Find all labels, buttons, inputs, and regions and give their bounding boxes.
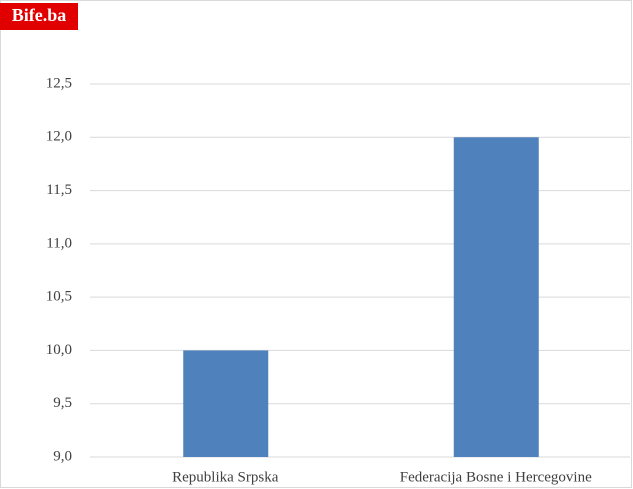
y-tick-label: 12,0	[46, 129, 72, 145]
logo: Bife.ba	[12, 5, 67, 25]
y-tick-label: 9,5	[53, 395, 72, 411]
y-tick-label: 11,5	[46, 182, 72, 198]
x-tick-label: Republika Srpska	[172, 469, 279, 485]
y-tick-label: 10,5	[46, 289, 72, 305]
bar	[183, 350, 269, 457]
y-tick-label: 11,0	[46, 235, 72, 251]
y-tick-label: 9,0	[53, 448, 72, 464]
x-tick-label: Federacija Bosne i Hercegovine	[400, 469, 592, 485]
y-tick-label: 10,0	[46, 342, 72, 358]
bar	[453, 137, 539, 458]
logo-box	[0, 3, 78, 30]
y-tick-label: 12,5	[46, 75, 72, 91]
